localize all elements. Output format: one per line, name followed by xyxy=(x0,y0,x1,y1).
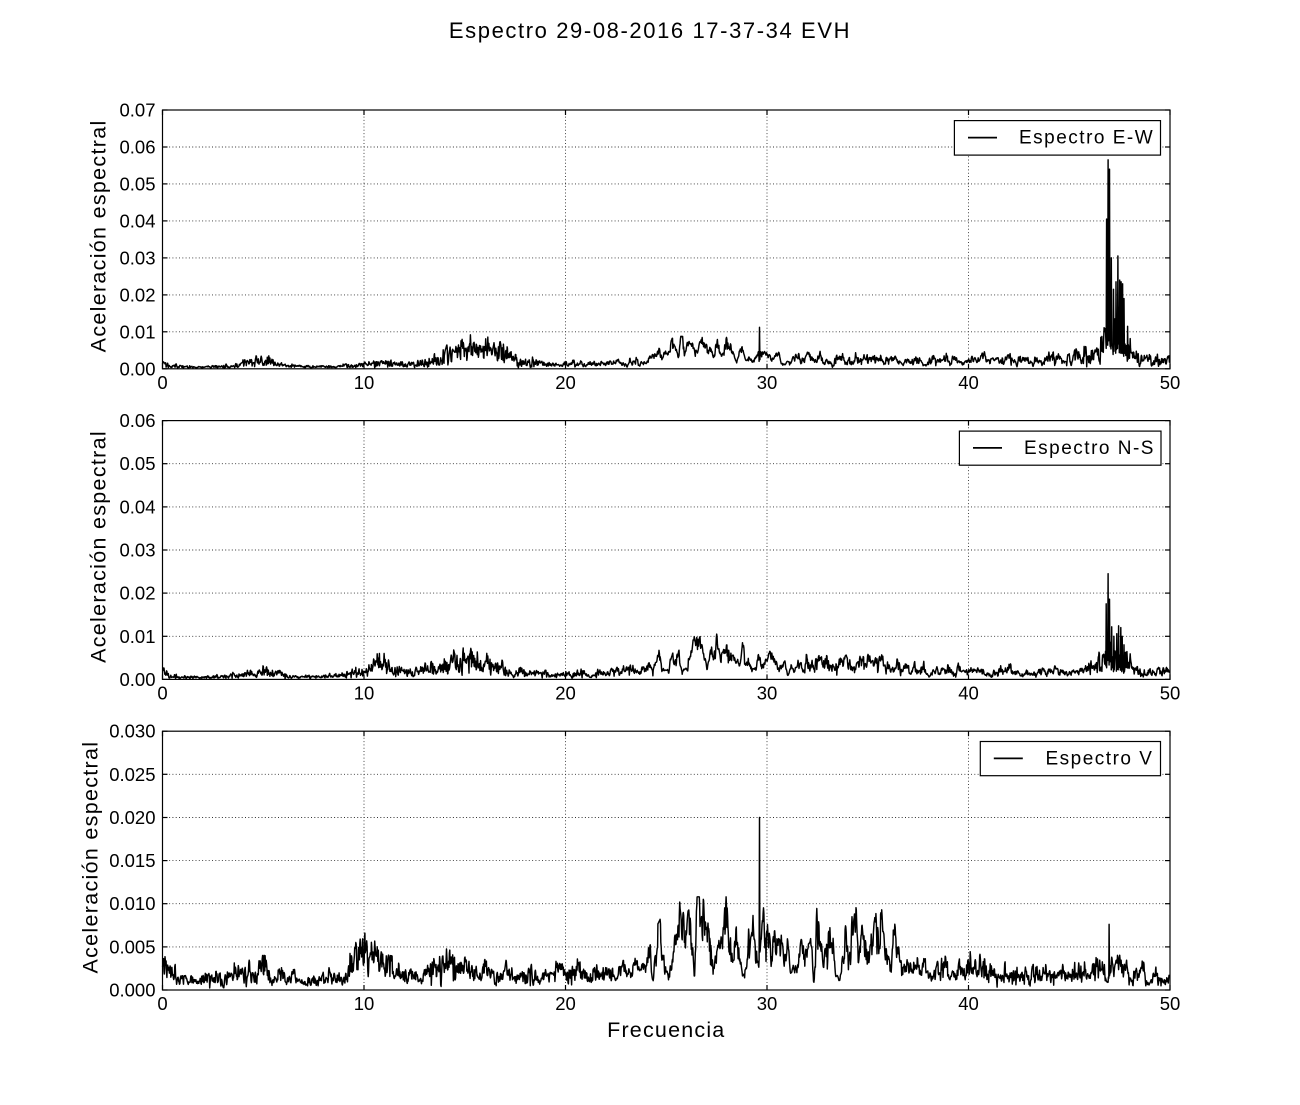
svg-text:0.010: 0.010 xyxy=(109,893,155,914)
svg-text:0: 0 xyxy=(157,682,167,703)
svg-text:0: 0 xyxy=(157,993,167,1014)
svg-text:0.025: 0.025 xyxy=(109,764,155,785)
svg-text:0.01: 0.01 xyxy=(119,321,155,342)
svg-text:40: 40 xyxy=(958,372,979,393)
svg-text:0.06: 0.06 xyxy=(119,410,155,431)
svg-text:Espectro E-W: Espectro E-W xyxy=(1019,128,1154,149)
svg-text:0.015: 0.015 xyxy=(109,850,155,871)
svg-text:20: 20 xyxy=(555,372,576,393)
svg-text:Aceleración espectral: Aceleración espectral xyxy=(87,430,111,663)
svg-text:20: 20 xyxy=(555,682,576,703)
svg-text:Frecuencia: Frecuencia xyxy=(607,1018,725,1042)
svg-text:30: 30 xyxy=(757,993,778,1014)
svg-text:0.04: 0.04 xyxy=(119,496,155,517)
svg-text:Espectro 29-08-2016 17-37-34 E: Espectro 29-08-2016 17-37-34 EVH xyxy=(449,18,851,43)
svg-text:30: 30 xyxy=(757,682,778,703)
svg-text:0.02: 0.02 xyxy=(119,583,155,604)
svg-text:0.03: 0.03 xyxy=(119,247,155,268)
svg-text:0.020: 0.020 xyxy=(109,807,155,828)
svg-text:50: 50 xyxy=(1160,993,1181,1014)
svg-text:0.005: 0.005 xyxy=(109,936,155,957)
svg-text:0.04: 0.04 xyxy=(119,210,155,231)
svg-text:10: 10 xyxy=(354,993,375,1014)
svg-text:30: 30 xyxy=(757,372,778,393)
svg-text:0.07: 0.07 xyxy=(119,99,155,120)
svg-text:40: 40 xyxy=(958,682,979,703)
svg-text:10: 10 xyxy=(354,682,375,703)
svg-text:0.06: 0.06 xyxy=(119,136,155,157)
svg-text:0.03: 0.03 xyxy=(119,539,155,560)
svg-text:Aceleración espectral: Aceleración espectral xyxy=(79,741,103,974)
svg-text:40: 40 xyxy=(958,993,979,1014)
svg-text:10: 10 xyxy=(354,372,375,393)
svg-text:Espectro N-S: Espectro N-S xyxy=(1024,438,1155,459)
svg-text:0.02: 0.02 xyxy=(119,284,155,305)
svg-text:0.000: 0.000 xyxy=(109,979,155,1000)
svg-text:0.00: 0.00 xyxy=(119,358,155,379)
svg-text:Aceleración espectral: Aceleración espectral xyxy=(87,119,111,352)
svg-text:Espectro V: Espectro V xyxy=(1046,748,1154,769)
svg-text:0.00: 0.00 xyxy=(119,669,155,690)
svg-text:0.030: 0.030 xyxy=(109,721,155,742)
svg-text:0.05: 0.05 xyxy=(119,173,155,194)
svg-text:0.01: 0.01 xyxy=(119,626,155,647)
svg-text:50: 50 xyxy=(1160,372,1181,393)
svg-text:0: 0 xyxy=(157,372,167,393)
svg-text:0.05: 0.05 xyxy=(119,453,155,474)
svg-text:20: 20 xyxy=(555,993,576,1014)
svg-text:50: 50 xyxy=(1160,682,1181,703)
